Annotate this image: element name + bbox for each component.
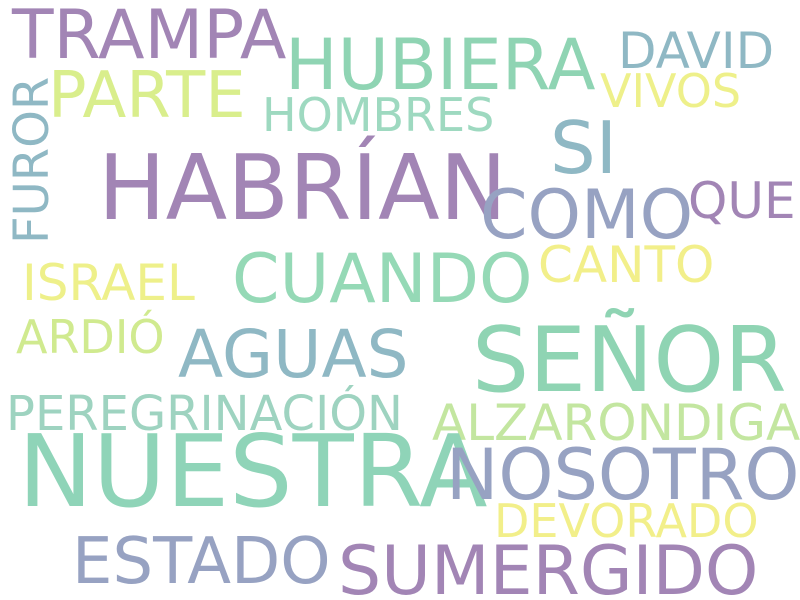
word-parte: PARTE: [48, 59, 246, 133]
word-habrian: HABRÍAN: [98, 136, 507, 241]
word-devorado: DEVORADO: [494, 494, 759, 548]
word-alzarondiga: ALZARONDIGA: [432, 394, 800, 452]
word-nosotros: NOSOTROS: [446, 434, 800, 516]
word-si: SI: [550, 106, 617, 190]
word-cuando: CUANDO: [232, 240, 533, 319]
word-ardio: ARDIÓ: [16, 310, 165, 364]
word-como: COMO: [480, 176, 694, 255]
word-trampa: TRAMPA: [12, 0, 287, 75]
word-vivos: VIVOS: [600, 64, 742, 118]
word-estado: ESTADO: [72, 525, 331, 599]
word-canto: CANTO: [538, 236, 715, 294]
word-aguas: AGUAS: [178, 316, 409, 393]
word-david: DAVID: [618, 22, 775, 80]
word-israel: ISRAEL: [22, 254, 195, 312]
word-furor: FUROR: [4, 76, 60, 244]
word-sumergido: SUMERGIDO: [338, 532, 759, 600]
word-que: QUE: [688, 172, 796, 230]
word-hubiera: HUBIERA: [285, 24, 596, 106]
word-peregrinacion: PEREGRINACIÓN: [6, 386, 403, 442]
word-senor: SEÑOR: [472, 308, 787, 413]
word-hombres: HOMBRES: [262, 88, 495, 142]
word-nuestra: NUESTRA: [18, 413, 488, 530]
